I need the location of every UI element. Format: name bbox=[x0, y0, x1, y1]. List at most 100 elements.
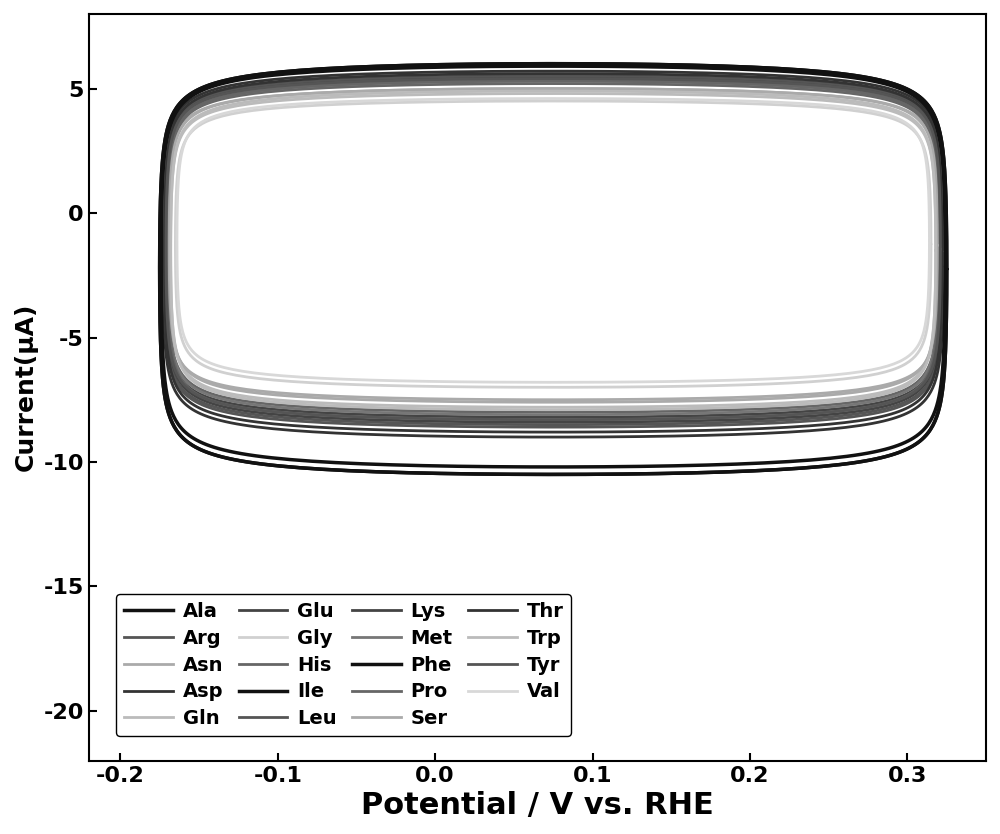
Asp bbox=[371, 430, 383, 440]
Gly bbox=[543, 96, 555, 106]
Ser bbox=[543, 83, 555, 93]
Met bbox=[374, 408, 386, 418]
Gly bbox=[174, 154, 186, 164]
Trp bbox=[543, 86, 555, 96]
Met bbox=[933, 243, 945, 253]
Trp bbox=[176, 363, 188, 373]
Thr bbox=[403, 425, 415, 435]
Glu bbox=[934, 243, 946, 253]
Leu bbox=[170, 376, 182, 386]
Ser bbox=[374, 395, 386, 405]
Asn bbox=[173, 354, 185, 364]
Tyr bbox=[403, 413, 415, 423]
Ser bbox=[931, 240, 943, 250]
Ser bbox=[543, 397, 555, 407]
Thr bbox=[163, 141, 175, 151]
Tyr bbox=[373, 413, 385, 423]
Ile bbox=[371, 460, 383, 470]
His bbox=[543, 407, 555, 417]
Line: Leu: Leu bbox=[164, 76, 942, 427]
Ala bbox=[165, 415, 177, 425]
His bbox=[933, 243, 945, 253]
Ile bbox=[167, 409, 179, 419]
Pro bbox=[925, 129, 937, 139]
Glu bbox=[543, 412, 555, 422]
Val bbox=[543, 377, 555, 387]
Asn bbox=[933, 239, 945, 249]
Leu bbox=[928, 126, 940, 136]
Asp bbox=[938, 249, 950, 259]
Leu bbox=[543, 71, 555, 81]
Glu bbox=[543, 73, 555, 83]
Asp bbox=[402, 430, 414, 440]
Met bbox=[173, 365, 185, 375]
Ser bbox=[167, 147, 179, 157]
Tyr bbox=[934, 244, 946, 254]
Leu bbox=[936, 247, 948, 257]
Asp bbox=[930, 123, 942, 133]
Gln bbox=[922, 138, 934, 148]
Pro bbox=[543, 76, 555, 86]
Leu bbox=[163, 142, 175, 152]
Gln bbox=[169, 152, 181, 162]
Met bbox=[203, 96, 215, 106]
Trp bbox=[543, 404, 555, 414]
Met bbox=[925, 128, 937, 138]
Asn bbox=[166, 147, 178, 157]
Arg bbox=[170, 374, 182, 384]
Line: Lys: Lys bbox=[166, 78, 940, 422]
Ile bbox=[939, 262, 951, 272]
Trp bbox=[169, 150, 181, 160]
Phe bbox=[165, 415, 177, 425]
Asn bbox=[543, 394, 555, 404]
Ala bbox=[543, 470, 555, 480]
Pro bbox=[404, 413, 416, 423]
Ala bbox=[158, 142, 170, 152]
Phe bbox=[933, 123, 945, 133]
Line: Ile: Ile bbox=[161, 66, 945, 467]
Gln bbox=[930, 245, 942, 255]
Tyr bbox=[201, 94, 213, 104]
Thr bbox=[928, 125, 940, 135]
Pro bbox=[543, 414, 555, 425]
Gln bbox=[375, 400, 387, 410]
Line: Trp: Trp bbox=[171, 91, 936, 409]
Arg bbox=[163, 142, 175, 152]
Line: Val: Val bbox=[177, 98, 929, 382]
Lys bbox=[373, 414, 385, 425]
Gln bbox=[543, 402, 555, 412]
Val bbox=[407, 376, 419, 386]
Leu bbox=[543, 422, 555, 432]
Ile bbox=[543, 462, 555, 472]
Line: Ser: Ser bbox=[169, 88, 937, 402]
Line: Arg: Arg bbox=[164, 76, 942, 425]
X-axis label: Potential / V vs. RHE: Potential / V vs. RHE bbox=[361, 791, 714, 820]
Glu bbox=[927, 127, 939, 137]
His bbox=[404, 406, 416, 416]
Phe bbox=[543, 470, 555, 480]
Asn bbox=[543, 83, 555, 93]
Pro bbox=[173, 370, 185, 380]
Arg bbox=[936, 245, 948, 255]
Pro bbox=[166, 144, 178, 154]
Gly bbox=[180, 344, 192, 354]
Trp bbox=[922, 136, 934, 146]
Glu bbox=[934, 243, 946, 253]
Thr bbox=[170, 379, 182, 389]
Line: Glu: Glu bbox=[166, 78, 940, 417]
Val bbox=[175, 151, 187, 161]
Gly bbox=[407, 381, 419, 391]
Line: Met: Met bbox=[168, 81, 939, 414]
Ala bbox=[941, 264, 953, 274]
Gly bbox=[917, 141, 929, 151]
Trp bbox=[405, 404, 417, 414]
Gln bbox=[543, 88, 555, 98]
Tyr bbox=[927, 127, 939, 137]
Phe bbox=[401, 468, 413, 478]
Thr bbox=[543, 427, 555, 437]
Val bbox=[543, 93, 555, 103]
Arg bbox=[928, 126, 940, 136]
Legend: Ala, Arg, Asn, Asp, Gln, Glu, Gly, His, Ile, Leu, Lys, Met, Phe, Pro, Ser, Thr, : Ala, Arg, Asn, Asp, Gln, Glu, Gly, His, … bbox=[116, 595, 571, 736]
Ala bbox=[401, 468, 413, 478]
Line: His: His bbox=[168, 83, 939, 412]
